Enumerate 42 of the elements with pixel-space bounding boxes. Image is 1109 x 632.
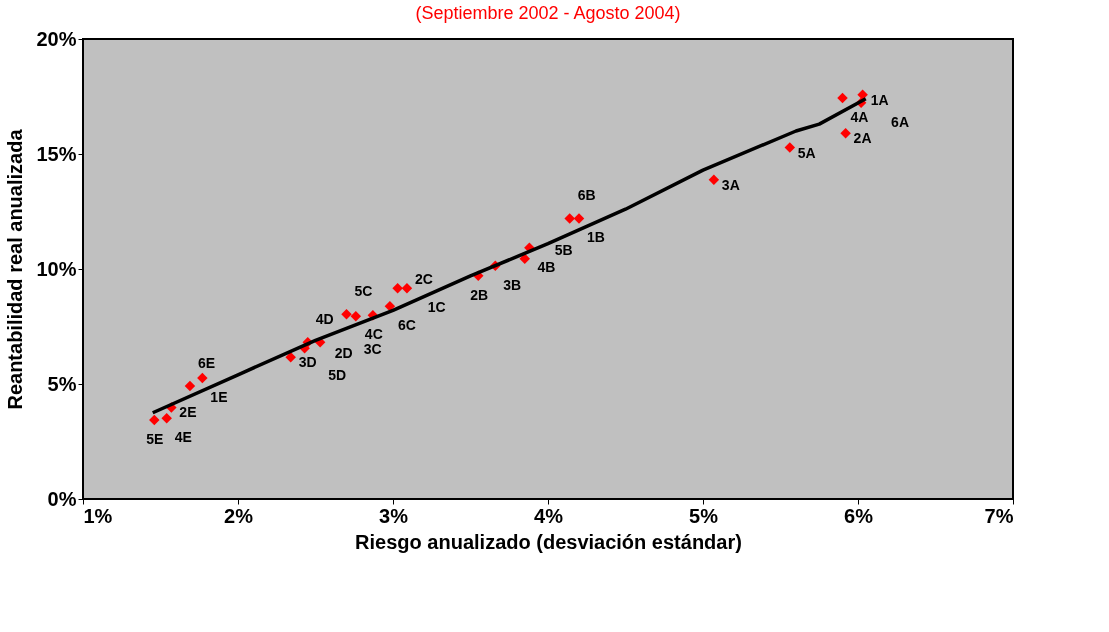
annotation: 4D <box>315 311 334 328</box>
annotation: 5B <box>554 241 573 258</box>
annotation: 3B <box>503 276 522 293</box>
annotation: 3A <box>721 176 740 193</box>
chart-subtitle: (Septiembre 2002 - Agosto 2004) <box>415 3 681 23</box>
annotation: 1B <box>587 229 605 246</box>
annotation: 3C <box>363 341 382 358</box>
x-tick-label: 3% <box>379 504 409 527</box>
y-axis-title: Reantabilidad real anualizada <box>4 128 27 410</box>
x-tick-label: 4% <box>534 504 564 527</box>
annotation: 1E <box>210 389 228 406</box>
annotation: 4B <box>537 258 556 275</box>
y-tick-label: 5% <box>47 372 77 395</box>
x-axis-title: Riesgo anualizado (desviación estándar) <box>355 530 742 553</box>
annotation: 3D <box>298 354 317 371</box>
annotation: 2E <box>179 404 197 421</box>
annotation: 4C <box>364 326 383 343</box>
x-tick-label: 7% <box>984 504 1014 527</box>
x-tick-label: 2% <box>224 504 254 527</box>
annotation: 2C <box>414 271 433 288</box>
annotation: 4E <box>174 429 192 446</box>
annotation: 6E <box>197 355 216 372</box>
annotation: 2A <box>853 130 872 147</box>
y-tick-label: 0% <box>47 487 77 510</box>
x-tick-label: 6% <box>844 504 874 527</box>
annotation: 6B <box>577 187 596 204</box>
annotation: 4A <box>850 109 869 126</box>
annotation: 6C <box>397 317 416 334</box>
x-tick-label: 1% <box>83 504 113 527</box>
annotation: 5D <box>328 367 347 384</box>
y-tick-label: 15% <box>36 142 77 165</box>
annotation: 2B <box>470 286 489 303</box>
annotation: 1C <box>427 299 446 316</box>
annotation: 6A <box>891 113 910 130</box>
annotation: 2D <box>334 345 353 362</box>
annotation: 5E <box>146 431 164 448</box>
y-tick-label: 10% <box>36 257 77 280</box>
annotation: 5C <box>354 283 373 300</box>
annotation: 5A <box>797 144 816 161</box>
y-tick-label: 20% <box>36 27 77 50</box>
x-tick-label: 5% <box>689 504 719 527</box>
annotation: 1A <box>870 91 889 108</box>
